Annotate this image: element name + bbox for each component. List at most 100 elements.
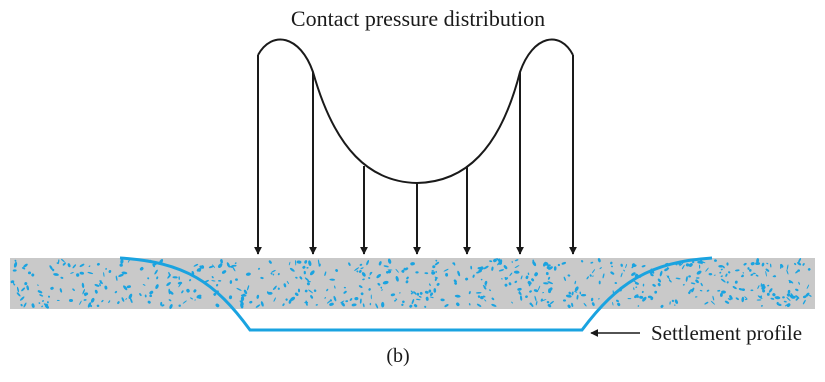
soil-speckle (700, 282, 703, 287)
soil-speckle (574, 286, 579, 292)
soil-speckle (491, 303, 497, 307)
soil-speckle (425, 296, 429, 301)
soil-speckle (756, 299, 762, 301)
soil-speckle (465, 277, 469, 281)
soil-speckle (744, 298, 748, 301)
soil-speckle (358, 269, 362, 273)
soil-speckle (366, 259, 370, 266)
soil-speckle (750, 262, 755, 266)
soil-speckle (310, 295, 314, 299)
soil-speckle (256, 294, 260, 299)
soil-speckle (117, 301, 120, 305)
soil-speckle (88, 265, 91, 268)
soil-layer (10, 257, 815, 309)
soil-speckle (160, 301, 163, 306)
soil-speckle (747, 267, 750, 270)
soil-speckle (376, 273, 382, 279)
soil-speckle (476, 303, 482, 307)
soil-speckle (802, 263, 805, 266)
soil-speckle (333, 295, 337, 302)
soil-speckle (229, 280, 233, 284)
soil-speckle (529, 302, 532, 306)
soil-speckle (272, 273, 275, 276)
soil-speckle (533, 289, 539, 293)
soil-speckle (787, 289, 791, 294)
soil-speckle (546, 301, 550, 304)
soil-speckle (795, 297, 799, 301)
soil-speckle (166, 282, 171, 286)
soil-speckle (453, 279, 457, 283)
soil-speckle (406, 276, 409, 280)
soil-speckle (418, 295, 422, 298)
soil-speckle (475, 291, 482, 294)
soil-speckle (541, 299, 547, 302)
diagram-title: Contact pressure distribution (291, 6, 545, 31)
soil-speckle (121, 271, 128, 275)
soil-speckle (525, 295, 528, 298)
soil-speckle (50, 286, 54, 290)
soil-speckle (178, 304, 181, 307)
soil-speckle (211, 280, 216, 282)
soil-speckle (728, 271, 731, 274)
soil-speckle (780, 264, 782, 269)
soil-speckle (324, 297, 327, 299)
soil-speckle (149, 290, 154, 295)
soil-speckle (156, 276, 159, 280)
soil-speckle (239, 300, 243, 302)
soil-speckle (772, 293, 776, 297)
soil-speckle (340, 300, 345, 304)
soil-speckle (62, 262, 66, 266)
soil-speckle (576, 294, 579, 300)
soil-speckle (579, 291, 582, 295)
soil-speckle (489, 260, 493, 263)
soil-speckle (394, 299, 397, 302)
soil-speckle (155, 284, 159, 290)
soil-speckle (23, 263, 28, 268)
soil-speckle (260, 301, 264, 307)
soil-speckle (21, 287, 26, 292)
soil-speckle (611, 265, 613, 268)
soil-speckle (197, 269, 201, 272)
soil-speckle (302, 265, 306, 269)
soil-speckle (72, 264, 77, 269)
soil-speckle (307, 280, 311, 283)
soil-speckle (722, 265, 725, 269)
soil-speckle (503, 265, 508, 270)
soil-speckle (765, 268, 770, 272)
soil-speckle (43, 303, 46, 306)
soil-speckle (44, 303, 49, 306)
soil-speckle (416, 292, 420, 296)
soil-speckle (762, 289, 766, 293)
soil-speckle (732, 286, 737, 290)
soil-speckle (741, 296, 745, 303)
soil-speckle (16, 286, 20, 293)
soil-speckle (698, 264, 701, 269)
soil-speckle (798, 258, 802, 263)
soil-speckle (531, 278, 535, 282)
soil-speckle (343, 286, 347, 289)
soil-speckle (480, 278, 483, 281)
soil-speckle (304, 301, 309, 304)
soil-speckle (387, 269, 393, 271)
soil-speckle (782, 296, 785, 299)
soil-speckle (689, 289, 693, 292)
soil-speckle (766, 292, 770, 296)
soil-speckle (690, 282, 696, 285)
soil-speckle (168, 299, 172, 302)
soil-speckle (266, 291, 269, 294)
soil-speckle (377, 282, 381, 286)
soil-speckle (769, 263, 772, 268)
soil-speckle (513, 270, 520, 274)
pressure-arrows (254, 55, 577, 255)
soil-speckle (562, 299, 567, 302)
soil-speckle (580, 260, 584, 263)
soil-speckle (432, 265, 436, 269)
soil-speckle (351, 303, 357, 307)
settlement-profile-line (119, 256, 713, 332)
soil-speckle (273, 297, 276, 302)
soil-speckle (218, 263, 223, 267)
soil-speckle (720, 268, 723, 271)
soil-speckle (334, 285, 336, 289)
soil-speckle (168, 271, 171, 277)
